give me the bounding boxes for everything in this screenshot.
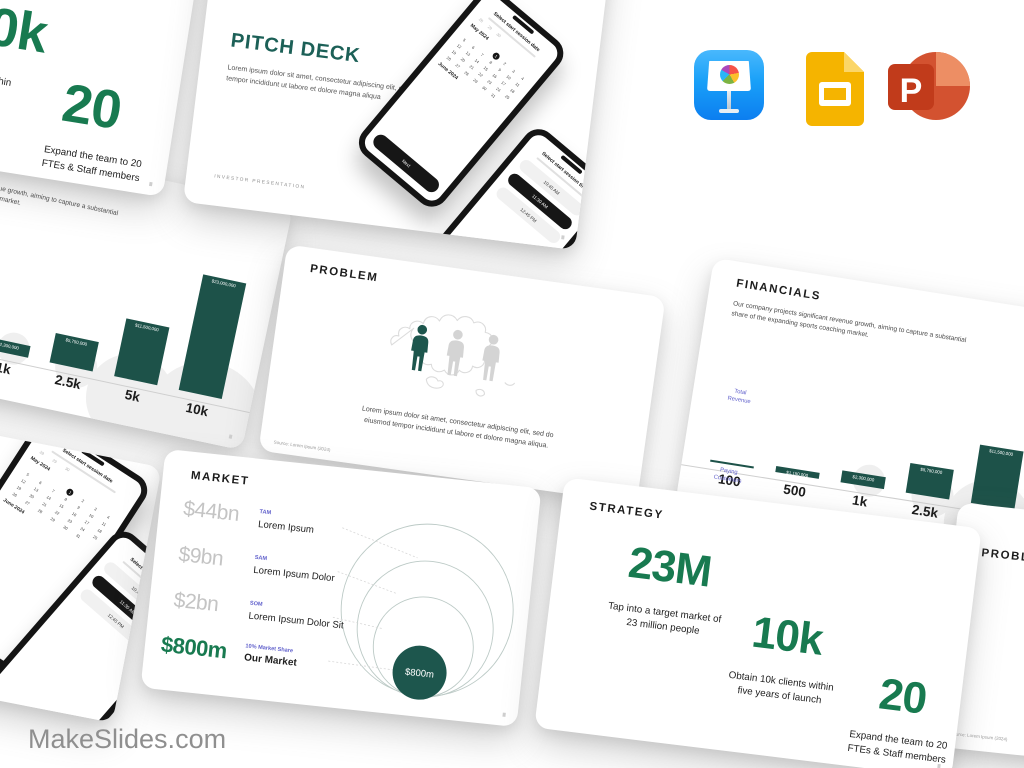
stat-value: 23M xyxy=(625,537,714,597)
stat-caption: Expand the team to 20 FTEs & Staff membe… xyxy=(846,728,948,767)
revenue-bar: $5,750,000 xyxy=(905,462,954,500)
keynote-stand xyxy=(727,91,731,110)
people-icons xyxy=(403,322,508,383)
stat-value: 10k xyxy=(0,0,52,65)
slide-title: STRATEGY xyxy=(588,500,665,522)
slide-strategy-partial: 10k Obtain 10k clients within five years… xyxy=(0,0,203,198)
stat-value: 20 xyxy=(876,669,929,724)
keynote-pie-chart xyxy=(720,65,739,84)
bar-column: $2,300,000 1k xyxy=(0,336,31,395)
slide-title: PITCH DECK xyxy=(229,29,362,68)
page-number xyxy=(502,712,506,717)
slide-title: FINANCIALS xyxy=(735,277,822,303)
bar-value-label: $23,000,000 xyxy=(211,278,237,289)
slide-title: PROBLEM xyxy=(309,262,380,285)
source-note: Source: Lorem Ipsum (2024) xyxy=(273,439,331,453)
cover-footer: INVESTOR PRESENTATION xyxy=(213,174,306,191)
slide-problem: PROBLEM Lorem ipsum dolor sit xyxy=(258,244,666,504)
som-value: $2bn xyxy=(172,588,220,617)
slide-title: PROBLEM xyxy=(980,547,1024,567)
page-number xyxy=(937,763,941,768)
revenue-bar: $11,500,000 xyxy=(970,444,1024,510)
tam-sam-som-circles: $800m xyxy=(328,523,514,700)
slide-app-screens-partial: Select start session date 28 29 30 May 2024… xyxy=(0,407,162,723)
next-button: Next xyxy=(370,131,443,196)
person-icon xyxy=(446,329,464,377)
slide-strategy: STRATEGY 23M Tap into a target market of… xyxy=(534,477,982,768)
bar-value-label: $11,500,000 xyxy=(988,448,1014,457)
revenue-bar: $23,000,000 xyxy=(178,274,247,399)
site-watermark: MakeSlides.com xyxy=(28,724,227,754)
bar-value-label: $11,500,000 xyxy=(134,322,160,333)
page-number xyxy=(149,181,153,187)
google-slides-app-icon xyxy=(806,52,864,126)
bar-column: $11,500,000 5k xyxy=(106,318,170,422)
bar-category-label: 1k xyxy=(0,359,13,378)
stat-caption: Obtain 10k clients within five years of … xyxy=(728,669,835,707)
stat-value: 20 xyxy=(58,72,126,142)
bubble-label: $800m xyxy=(404,667,434,681)
stat-value: 10k xyxy=(749,607,826,665)
tam-tag: TAM xyxy=(259,509,272,517)
svg-text:P: P xyxy=(900,72,923,110)
sam-tag: SAM xyxy=(254,554,268,563)
page-number xyxy=(561,235,565,240)
slide-market: MARKET $800m $44bn TAM Lorem Ipsum $9bn … xyxy=(140,448,542,728)
source-note: Source: Lorem Ipsum (2024) xyxy=(950,730,1008,742)
bar-value-label: $2,300,000 xyxy=(852,474,875,483)
our-market-bubble xyxy=(392,645,447,700)
sam-value: $9bn xyxy=(177,542,225,571)
powerpoint-app-icon: P xyxy=(888,52,970,120)
bar-value-label: $5,750,000 xyxy=(65,337,88,347)
keynote-app-icon xyxy=(694,50,764,120)
keynote-base xyxy=(719,109,739,113)
bar-value-label: $2,300,000 xyxy=(0,341,20,351)
bar-column: $23,000,000 10k xyxy=(171,274,247,436)
person-icon xyxy=(482,334,500,382)
bar-value-label: $5,750,000 xyxy=(920,466,943,476)
person-icon-highlighted xyxy=(411,324,429,372)
revenue-bar: $11,500,000 xyxy=(114,318,170,386)
som-tag: SOM xyxy=(249,600,263,608)
